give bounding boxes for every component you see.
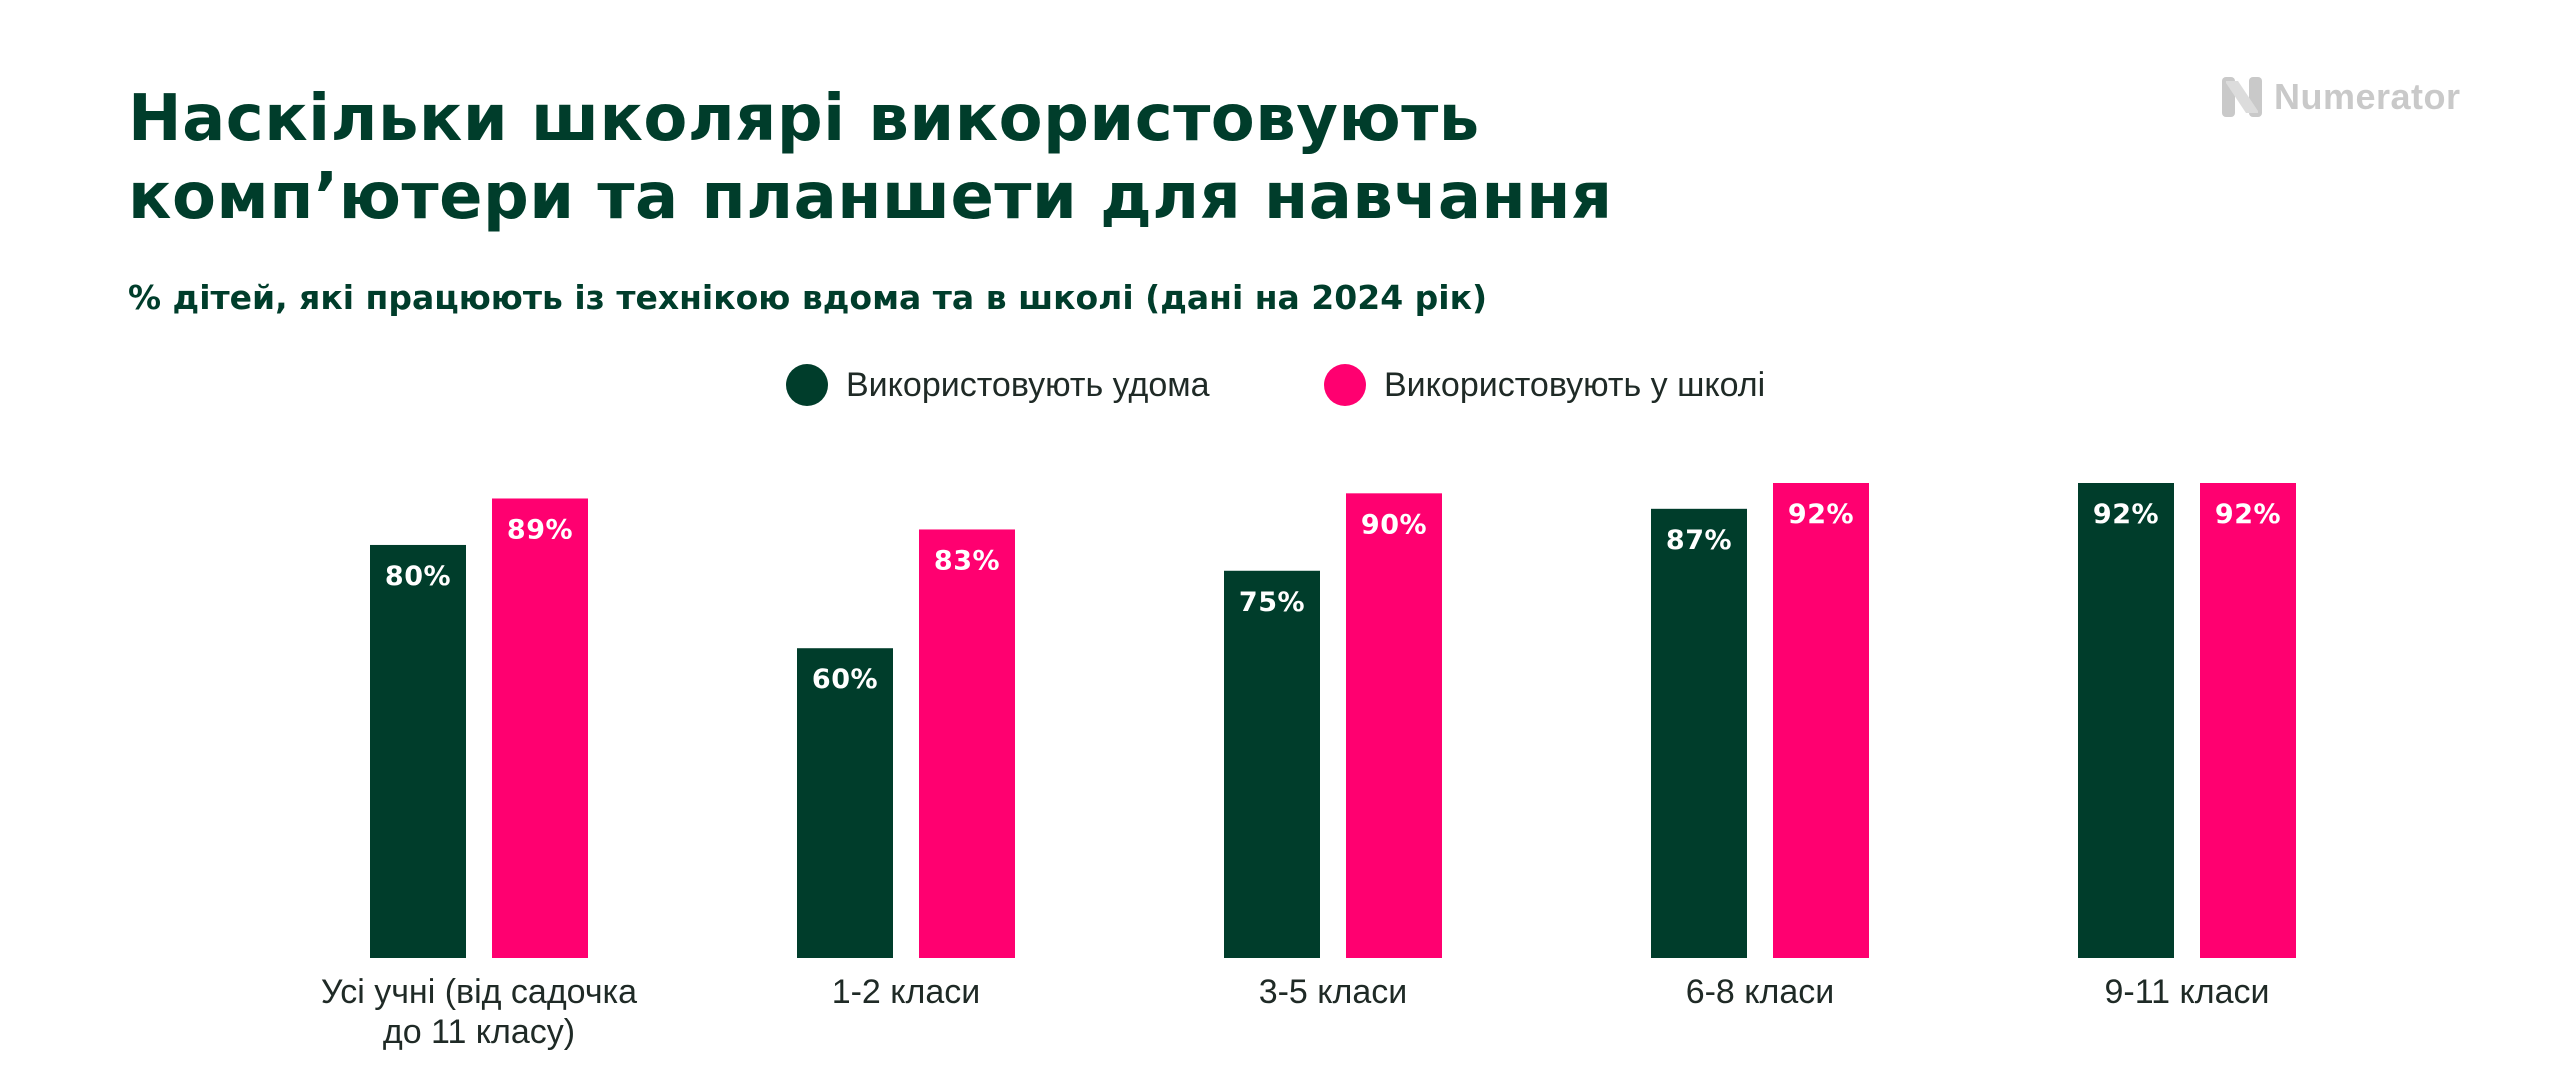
category-label-3-line-0: 6-8 класи — [1685, 973, 1835, 1011]
category-label-0-line-1: до 11 класу) — [382, 1013, 576, 1051]
category-label-4-line-0: 9-11 класи — [2104, 973, 2270, 1011]
bar-school-3 — [1773, 483, 1869, 958]
legend-item-home: Використовують удома — [786, 362, 1210, 408]
legend-item-school: Використовують у школі — [1324, 362, 1765, 408]
numerator-n-logo-icon — [2222, 77, 2262, 117]
bar-home-2 — [1224, 570, 1320, 958]
bar-value-label-home-2: 75% — [1239, 587, 1305, 618]
bar-value-label-home-0: 80% — [385, 561, 451, 592]
category-label-2: 3-5 класи — [1143, 972, 1523, 1012]
bar-school-2 — [1346, 493, 1442, 958]
category-label-0: Усі учні (від садочка до 11 класу) — [289, 972, 669, 1052]
category-label-0-line-0: Усі учні (від садочка — [320, 973, 638, 1011]
legend-label-home: Використовують удома — [846, 365, 1210, 404]
numerator-logo: Numerator — [2222, 74, 2461, 120]
category-label-1-line-0: 1-2 класи — [831, 973, 981, 1011]
category-label-4: 9-11 класи — [1997, 972, 2377, 1012]
bar-school-4 — [2200, 483, 2296, 958]
category-label-1: 1-2 класи — [716, 972, 1096, 1012]
category-label-3: 6-8 класи — [1570, 972, 1950, 1012]
bar-value-label-home-4: 92% — [2093, 499, 2159, 530]
bar-value-label-school-2: 90% — [1361, 509, 1427, 540]
legend-dot-school — [1324, 364, 1366, 406]
bar-value-label-home-1: 60% — [812, 664, 878, 695]
bar-value-label-school-4: 92% — [2215, 499, 2281, 530]
bar-value-label-home-3: 87% — [1666, 525, 1732, 556]
bar-school-0 — [492, 498, 588, 958]
logo-text: Numerator — [2274, 76, 2461, 117]
chart-subtitle: % дітей, які працюють із технікою вдома … — [128, 278, 1488, 317]
bar-home-0 — [370, 544, 466, 958]
legend-label-school: Використовують у школі — [1384, 365, 1766, 404]
bar-value-label-school-0: 89% — [507, 514, 573, 545]
category-label-2-line-0: 3-5 класи — [1258, 973, 1408, 1011]
chart-title-line-2: комп’ютери та планшети для навчання — [128, 160, 1613, 234]
bar-value-label-school-3: 92% — [1788, 499, 1854, 530]
bar-value-label-school-1: 83% — [934, 545, 1000, 576]
legend-dot-home — [786, 364, 828, 406]
bar-home-1 — [797, 648, 893, 958]
chart-title-line-1: Наскільки школярі використовують — [128, 82, 1480, 156]
bar-home-3 — [1651, 508, 1747, 958]
bar-home-4 — [2078, 483, 2174, 958]
chart-title: Наскільки школярі використовують комп’ют… — [128, 80, 2028, 236]
bar-school-1 — [919, 529, 1015, 958]
